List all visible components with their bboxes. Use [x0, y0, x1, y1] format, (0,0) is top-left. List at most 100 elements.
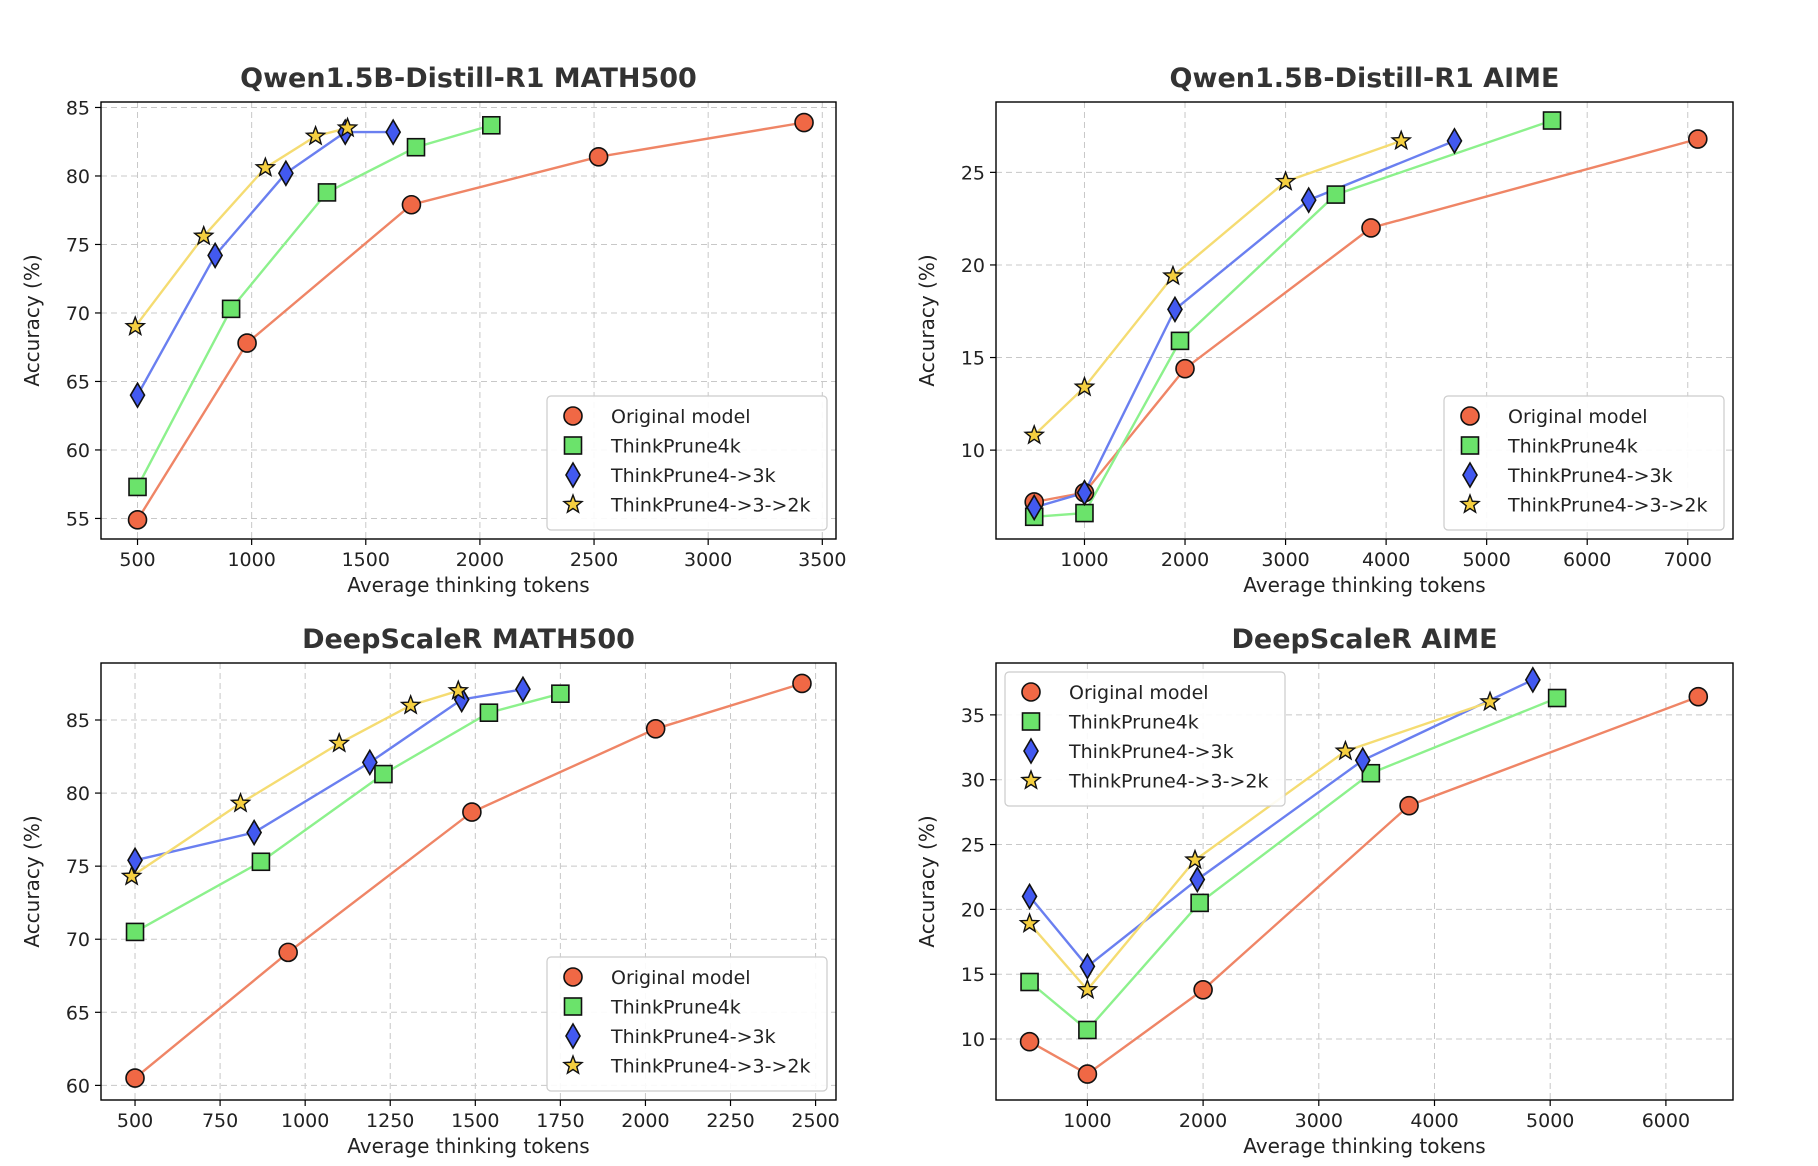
x-tick-label: 4000 — [1410, 1110, 1458, 1132]
data-point-original-model — [462, 802, 482, 822]
x-tick-label: 5000 — [1462, 549, 1510, 571]
data-point-original-model — [401, 194, 422, 215]
y-tick-label: 10 — [961, 1029, 985, 1051]
data-point-thinkprune4-3k — [277, 159, 294, 187]
data-point-original-model — [1688, 129, 1708, 149]
data-point-thinkprune4-3-2k — [192, 224, 215, 246]
x-tick-label: 1000 — [281, 1110, 329, 1132]
legend-marker-original-model — [1021, 682, 1041, 702]
x-tick-label: 2000 — [1161, 549, 1209, 571]
y-tick-label: 65 — [66, 371, 90, 393]
legend-label-original-model: Original model — [611, 406, 751, 428]
y-tick-label: 75 — [66, 856, 90, 878]
y-axis-label: Accuracy (%) — [20, 815, 44, 947]
chart-title: DeepScaleR AIME — [1231, 624, 1497, 655]
series-line-thinkprune4k — [134, 692, 561, 933]
x-tick-label: 3500 — [798, 549, 846, 571]
plot-frame — [100, 101, 837, 540]
y-tick-label: 60 — [66, 1075, 90, 1097]
x-tick-label: 2500 — [570, 549, 618, 571]
legend-marker-thinkprune4-3-2k — [562, 493, 584, 514]
legend-marker-thinkprune4-3-2k — [1020, 769, 1042, 790]
x-tick-label: 4000 — [1362, 549, 1410, 571]
data-point-thinkprune4k — [1078, 1020, 1097, 1040]
legend-label-thinkprune4-3k: ThinkPrune4->3k — [1068, 741, 1234, 763]
data-point-thinkprune4-3-2k — [304, 124, 327, 146]
data-point-thinkprune4-3k — [1524, 666, 1541, 694]
x-tick-label: 1500 — [451, 1110, 499, 1132]
data-point-original-model — [1399, 795, 1419, 816]
x-tick-label: 1000 — [227, 549, 275, 571]
data-point-thinkprune4k — [221, 299, 241, 319]
data-point-thinkprune4-3k — [1189, 865, 1206, 894]
y-tick-label: 35 — [961, 705, 985, 727]
x-tick-label: 750 — [202, 1110, 238, 1132]
data-point-thinkprune4-3k — [1026, 493, 1043, 522]
legend-label-original-model: Original model — [1069, 682, 1209, 704]
legend-marker-thinkprune4-3-2k — [1459, 493, 1481, 514]
data-point-thinkprune4-3-2k — [328, 731, 351, 753]
y-tick-label: 85 — [66, 710, 90, 732]
data-point-thinkprune4-3k — [1354, 746, 1371, 774]
x-axis-label: Average thinking tokens — [347, 1134, 589, 1158]
data-point-thinkprune4-3k — [361, 748, 378, 776]
data-point-thinkprune4-3k — [1076, 479, 1093, 507]
y-tick-label: 55 — [66, 508, 90, 530]
data-point-thinkprune4-3k — [385, 118, 402, 146]
data-point-thinkprune4-3-2k — [1479, 690, 1501, 712]
y-tick-label: 15 — [961, 964, 985, 986]
panel-deepscaler-aime: 1000 2000 3000 4000 5000 6000 10 15 20 25 30 35 Deep… — [915, 624, 1734, 1158]
data-point-thinkprune4k — [374, 764, 393, 784]
data-point-original-model — [125, 1068, 145, 1088]
legend-box — [546, 395, 828, 531]
legend-marker-original-model — [563, 967, 583, 987]
y-tick-label: 20 — [961, 255, 985, 277]
panel-qwen-aime: 1000 2000 3000 4000 5000 6000 7000 10 15 20 25 Qwen… — [915, 63, 1734, 597]
data-point-thinkprune4-3-2k — [1184, 848, 1206, 870]
data-point-original-model — [237, 333, 257, 353]
legend-marker-thinkprune4k — [1460, 436, 1480, 455]
y-axis-label: Accuracy (%) — [915, 254, 939, 386]
y-tick-label: 85 — [66, 97, 90, 119]
x-tick-label: 2000 — [456, 549, 504, 571]
data-point-thinkprune4-3k — [1021, 882, 1038, 911]
legend: Original model ThinkPrune4k ThinkPrune4->3… — [546, 395, 828, 531]
data-point-thinkprune4-3-2k — [447, 679, 470, 701]
chart-title: Qwen1.5B-Distill-R1 AIME — [1170, 63, 1560, 94]
legend: Original model ThinkPrune4k ThinkPrune4->3… — [1443, 395, 1725, 531]
x-tick-label: 6000 — [1642, 1110, 1690, 1132]
y-tick-label: 70 — [66, 929, 90, 951]
data-point-original-model — [127, 510, 148, 530]
legend-marker-thinkprune4-3-2k — [562, 1054, 584, 1075]
x-tick-label: 1250 — [366, 1110, 414, 1132]
y-tick-label: 60 — [66, 440, 90, 462]
plot-frame — [995, 662, 1734, 1101]
legend-label-thinkprune4-3-2k: ThinkPrune4->3->2k — [1507, 495, 1708, 517]
data-point-thinkprune4-3k — [1300, 186, 1317, 214]
y-tick-label: 25 — [961, 162, 985, 184]
legend: Original model ThinkPrune4k ThinkPrune4->3… — [1004, 671, 1286, 807]
x-tick-label: 1000 — [1063, 1110, 1111, 1132]
data-point-thinkprune4-3-2k — [124, 315, 147, 336]
legend-marker-thinkprune4-3k — [1023, 737, 1039, 765]
legend-marker-thinkprune4-3k — [565, 1022, 581, 1050]
data-point-thinkprune4-3-2k — [1390, 129, 1413, 151]
data-point-original-model — [1193, 979, 1213, 1000]
x-tick-label: 1500 — [342, 549, 390, 571]
data-point-thinkprune4k — [125, 922, 145, 942]
data-point-thinkprune4k — [551, 684, 570, 703]
y-tick-label: 15 — [961, 348, 985, 370]
data-point-thinkprune4k — [406, 137, 426, 157]
x-tick-label: 2500 — [791, 1110, 839, 1132]
data-point-thinkprune4k — [1542, 111, 1562, 130]
x-tick-label: 1000 — [1060, 549, 1108, 571]
y-tick-label: 80 — [66, 783, 90, 805]
data-point-thinkprune4-3-2k — [336, 116, 359, 138]
data-point-thinkprune4-3-2k — [1334, 739, 1357, 761]
x-tick-label: 3000 — [684, 549, 732, 571]
legend-label-thinkprune4k: ThinkPrune4k — [1068, 712, 1199, 734]
legend-label-thinkprune4-3-2k: ThinkPrune4->3->2k — [610, 1056, 811, 1078]
data-point-original-model — [1361, 218, 1381, 238]
data-point-thinkprune4-3k — [246, 818, 263, 847]
